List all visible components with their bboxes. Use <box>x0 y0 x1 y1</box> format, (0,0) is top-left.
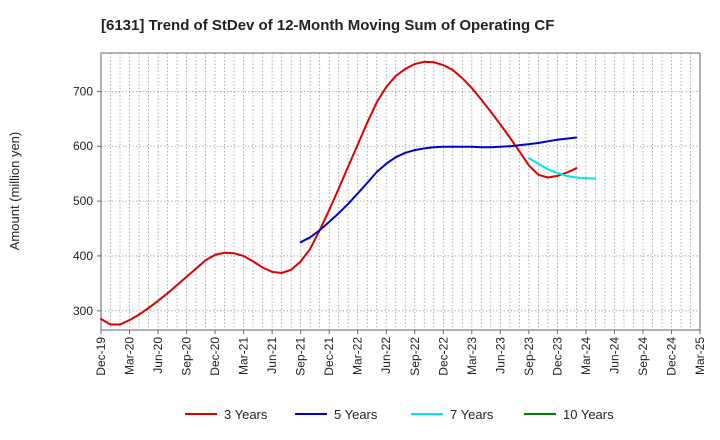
x-tick-label: Jun-22 <box>379 337 393 374</box>
series-line-5-years <box>299 136 578 244</box>
y-axis-label: Amount (million yen) <box>7 132 22 251</box>
x-tick-label: Sep-24 <box>636 337 650 376</box>
legend-label-5-years: 5 Years <box>334 407 378 422</box>
legend-label-7-years: 7 Years <box>450 407 494 422</box>
x-tick-label: Jun-21 <box>265 337 279 374</box>
x-tick-label: Jun-23 <box>493 337 507 374</box>
x-tick-label: Mar-24 <box>579 337 593 375</box>
x-tick-label: Dec-22 <box>436 337 450 376</box>
x-tick-label: Sep-21 <box>294 337 308 376</box>
x-tick-label: Mar-25 <box>693 337 707 375</box>
y-axis-ticks: 300 400 500 600 700 <box>73 84 101 318</box>
x-tick-label: Sep-20 <box>180 337 194 376</box>
x-tick-label: Jun-20 <box>151 337 165 374</box>
x-tick-label: Dec-21 <box>322 337 336 376</box>
x-tick-label: Sep-23 <box>522 337 536 376</box>
y-tick-label: 700 <box>73 84 93 98</box>
series-layer <box>100 60 597 326</box>
x-tick-label: Dec-20 <box>208 337 222 376</box>
x-tick-label: Sep-22 <box>408 337 422 376</box>
legend-label-3-years: 3 Years <box>224 407 268 422</box>
x-tick-label: Dec-19 <box>94 337 108 376</box>
y-tick-label: 400 <box>73 249 93 263</box>
chart-title: [6131] Trend of StDev of 12-Month Moving… <box>101 17 554 34</box>
grid-layer <box>101 53 700 330</box>
y-tick-label: 500 <box>73 194 93 208</box>
x-tick-label: Dec-24 <box>664 337 678 376</box>
x-tick-label: Mar-20 <box>123 337 137 375</box>
series-line-3-years <box>100 60 578 326</box>
plot-frame <box>100 52 701 331</box>
x-tick-label: Mar-23 <box>465 337 479 375</box>
x-tick-label: Jun-24 <box>607 337 621 374</box>
legend: 3 Years 5 Years 7 Years 10 Years <box>185 407 614 422</box>
y-tick-label: 600 <box>73 139 93 153</box>
y-tick-label: 300 <box>73 304 93 318</box>
x-axis-ticks: Dec-19 Mar-20 Jun-20 Sep-20 Dec-20 Mar-21 Jun-… <box>94 330 707 376</box>
x-tick-label: Dec-23 <box>550 337 564 376</box>
x-tick-label: Mar-21 <box>237 337 251 375</box>
series-line-7-years <box>527 157 597 180</box>
legend-label-10-years: 10 Years <box>563 407 614 422</box>
x-tick-label: Mar-22 <box>351 337 365 375</box>
